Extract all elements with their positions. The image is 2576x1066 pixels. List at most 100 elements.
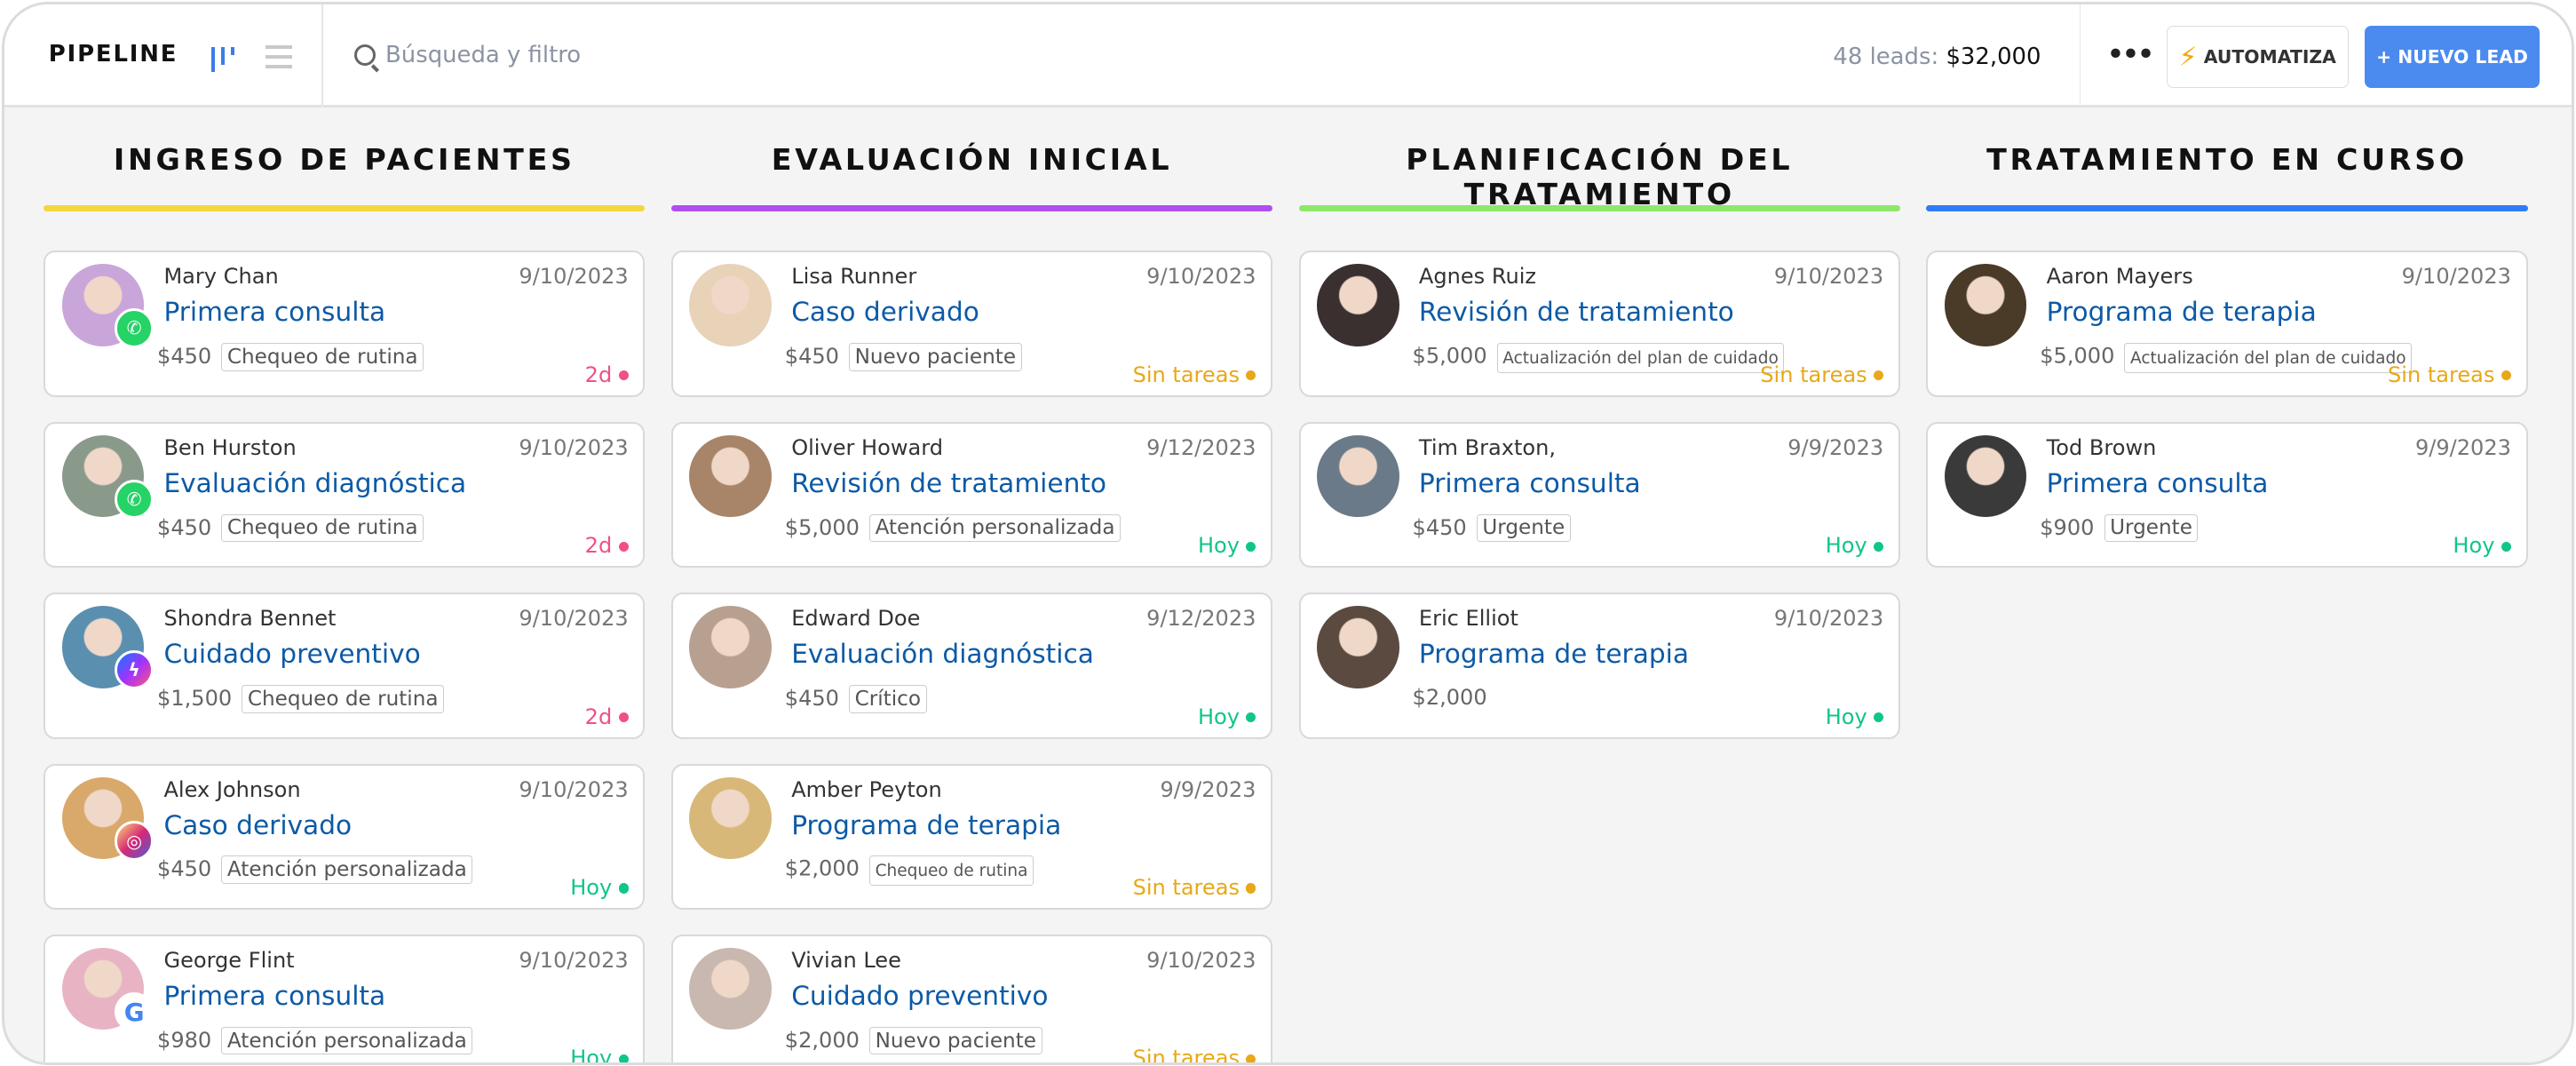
divider xyxy=(321,4,323,108)
lead-date: 9/10/2023 xyxy=(519,947,629,973)
lead-card[interactable]: Agnes Ruiz 9/10/2023 Revisión de tratamien… xyxy=(1298,251,1900,397)
google-icon: G xyxy=(114,991,155,1032)
avatar xyxy=(689,606,772,688)
lead-card[interactable]: Lisa Runner 9/10/2023 Caso derivado $450 Nue… xyxy=(670,251,1273,397)
status-dot xyxy=(618,1054,629,1062)
lead-title[interactable]: Programa de terapia xyxy=(791,809,1062,840)
task-status: Hoy xyxy=(1826,704,1884,729)
lead-date: 9/10/2023 xyxy=(519,606,629,632)
status-dot xyxy=(1874,712,1884,723)
automate-button[interactable]: ⚡ AUTOMATIZA xyxy=(2166,25,2349,89)
lead-tag: Urgente xyxy=(2104,513,2199,543)
lead-tag: Nuevo paciente xyxy=(849,343,1022,371)
contact-name: Lisa Runner xyxy=(791,264,917,290)
status-label: Hoy xyxy=(1197,533,1240,559)
lead-price: $5,000 xyxy=(1412,343,1487,369)
contact-name: Vivian Lee xyxy=(791,947,901,973)
list-view-icon[interactable] xyxy=(266,45,292,75)
lead-title[interactable]: Cuidado preventivo xyxy=(791,980,1049,1011)
lead-value: $450 Chequeo de rutina xyxy=(157,513,424,543)
avatar xyxy=(689,434,772,518)
lead-title[interactable]: Primera consulta xyxy=(2046,467,2269,498)
lead-card[interactable]: ϟ Shondra Bennet 9/10/2023 Cuidado preventi… xyxy=(44,593,646,739)
lead-card[interactable]: ✆ Ben Hurston 9/10/2023 Evaluación diagnóst… xyxy=(44,421,646,569)
lead-tag: Atención personalizada xyxy=(221,855,473,885)
column-3: TRATAMIENTO EN CURSO Aaron Mayers 9/10/202… xyxy=(1926,109,2528,569)
search-placeholder: Búsqueda y filtro xyxy=(385,42,582,69)
new-lead-button[interactable]: + NUEVO LEAD xyxy=(2365,25,2540,89)
lead-title[interactable]: Evaluación diagnóstica xyxy=(163,467,467,498)
lead-date: 9/12/2023 xyxy=(1146,606,1256,632)
task-status: 2d xyxy=(585,533,629,558)
lead-value: $1,500 Chequeo de rutina xyxy=(157,684,445,713)
lead-title[interactable]: Caso derivado xyxy=(163,809,353,840)
lead-tag: Urgente xyxy=(1476,513,1571,543)
lead-price: $450 xyxy=(784,685,839,711)
status-dot xyxy=(2501,541,2511,552)
lead-title[interactable]: Evaluación diagnóstica xyxy=(791,639,1094,670)
whatsapp-icon: ✆ xyxy=(114,479,155,520)
lead-card[interactable]: G George Flint 9/10/2023 Primera consulta $9… xyxy=(44,935,646,1062)
contact-name: Tod Brown xyxy=(2046,434,2157,460)
lead-card[interactable]: Tim Braxton, 9/9/2023 Primera consulta $450… xyxy=(1298,421,1900,569)
status-label: Sin tareas xyxy=(1760,362,1867,387)
lead-card[interactable]: Aaron Mayers 9/10/2023 Programa de terapia… xyxy=(1926,251,2528,397)
lead-title[interactable]: Programa de terapia xyxy=(2046,297,2317,328)
lead-card[interactable]: Amber Peyton 9/9/2023 Programa de terapia $… xyxy=(670,763,1273,911)
status-label: Sin tareas xyxy=(1132,874,1240,900)
contact-name: George Flint xyxy=(163,947,295,973)
lead-title[interactable]: Revisión de tratamiento xyxy=(791,467,1107,498)
lead-card[interactable]: Eric Elliot 9/10/2023 Programa de terapia $… xyxy=(1298,593,1900,739)
page-title: PIPELINE xyxy=(48,40,178,68)
column-color-bar xyxy=(1926,204,2528,211)
column-color-bar xyxy=(44,204,646,211)
search-icon xyxy=(353,44,376,67)
status-label: 2d xyxy=(584,533,613,559)
column-color-bar xyxy=(1298,204,1900,211)
contact-name: Amber Peyton xyxy=(791,776,942,802)
contact-name: Tim Braxton, xyxy=(1418,434,1556,460)
lead-price: $5,000 xyxy=(784,514,860,540)
status-label: 2d xyxy=(584,704,613,729)
lead-date: 9/10/2023 xyxy=(1146,947,1256,973)
lead-card[interactable]: Vivian Lee 9/10/2023 Cuidado preventivo $2,… xyxy=(670,935,1273,1062)
lead-title[interactable]: Primera consulta xyxy=(163,980,386,1011)
kanban-view-icon[interactable] xyxy=(208,44,237,73)
lead-card[interactable]: ✆ Mary Chan 9/10/2023 Primera consulta $450 C… xyxy=(44,251,646,397)
lead-card[interactable]: Tod Brown 9/9/2023 Primera consulta $900 Urg… xyxy=(1926,421,2528,569)
lead-title[interactable]: Programa de terapia xyxy=(1418,639,1689,670)
contact-name: Oliver Howard xyxy=(791,434,943,460)
lead-price: $900 xyxy=(2040,514,2095,540)
status-dot xyxy=(1246,883,1256,894)
more-options-button[interactable]: ••• xyxy=(2106,38,2154,69)
lead-value: $5,000 Actualización del plan de cuidado xyxy=(1412,343,1785,374)
lead-title[interactable]: Primera consulta xyxy=(1418,467,1641,498)
lead-value: $5,000 Atención personalizada xyxy=(784,513,1122,543)
status-label: Sin tareas xyxy=(1132,362,1240,387)
lead-title[interactable]: Revisión de tratamiento xyxy=(1418,297,1734,328)
lead-title[interactable]: Caso derivado xyxy=(791,297,979,328)
status-dot xyxy=(1874,370,1884,381)
status-dot xyxy=(618,883,629,894)
lead-tag: Crítico xyxy=(849,684,927,713)
task-status: Sin tareas xyxy=(1133,1046,1256,1062)
lead-card[interactable]: Oliver Howard 9/12/2023 Revisión de tratam… xyxy=(670,421,1273,569)
status-dot xyxy=(618,370,629,381)
lead-card[interactable]: ◎ Alex Johnson 9/10/2023 Caso derivado $450 A… xyxy=(44,763,646,911)
whatsapp-icon: ✆ xyxy=(114,308,155,348)
avatar xyxy=(689,264,772,346)
lead-tag: Actualización del plan de cuidado xyxy=(2124,343,2413,374)
leads-summary: 48 leads: $32,000 xyxy=(1833,44,2041,70)
lead-card[interactable]: Edward Doe 9/12/2023 Evaluación diagnóstic… xyxy=(670,593,1273,739)
lead-title[interactable]: Cuidado preventivo xyxy=(163,639,421,670)
lead-price: $2,000 xyxy=(784,855,860,881)
lead-value: $450 Nuevo paciente xyxy=(785,343,1022,371)
lead-date: 9/10/2023 xyxy=(2401,264,2511,290)
column-title: INGRESO DE PACIENTES xyxy=(113,142,575,178)
lead-tag: Actualización del plan de cuidado xyxy=(1496,343,1785,374)
column-2: PLANIFICACIÓN DEL TRATAMIENTO Agnes Ruiz 9… xyxy=(1298,109,1900,739)
search-input[interactable]: Búsqueda y filtro xyxy=(353,42,582,69)
lead-title[interactable]: Primera consulta xyxy=(163,297,386,328)
instagram-icon: ◎ xyxy=(114,821,155,861)
lead-date: 9/9/2023 xyxy=(2414,434,2511,460)
